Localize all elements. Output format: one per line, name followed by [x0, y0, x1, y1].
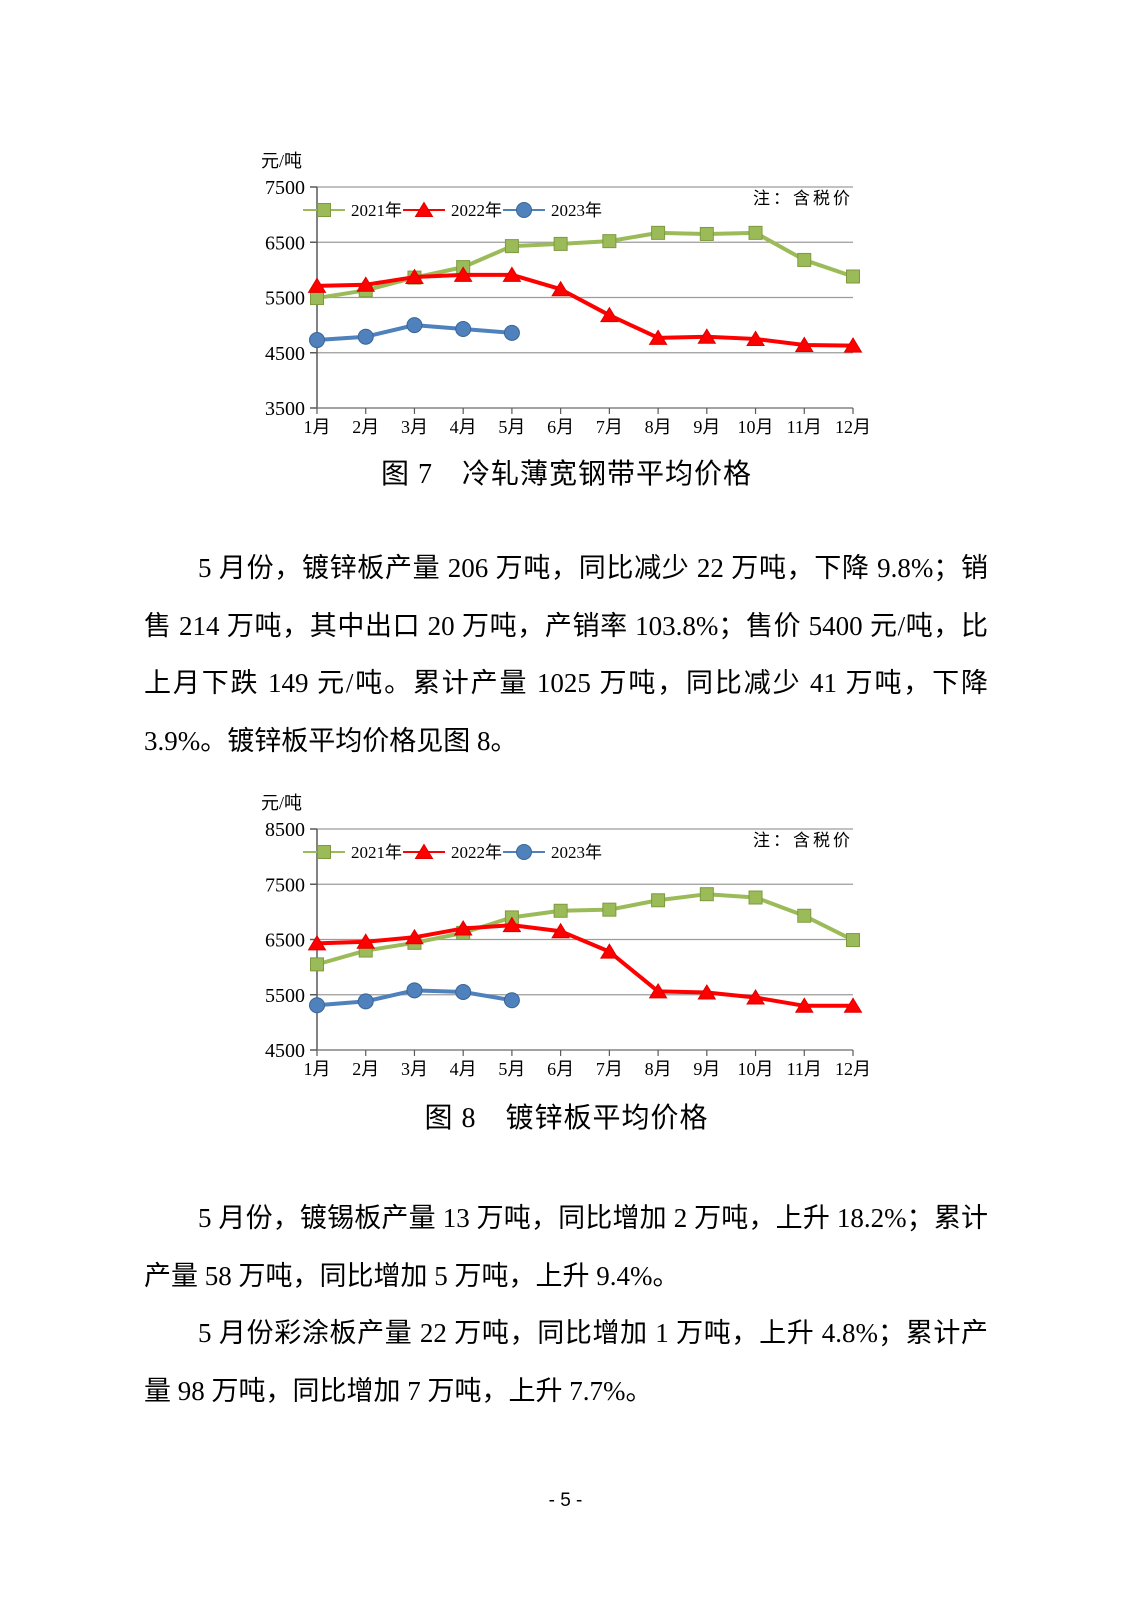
y-tick-label: 6500 [265, 930, 305, 952]
x-tick-label: 4月 [450, 1059, 477, 1079]
legend-entry-2022年: 2022年 [451, 201, 502, 220]
x-tick-label: 9月 [693, 417, 720, 437]
y-tick-label: 5500 [265, 985, 305, 1007]
legend: 2021年 2022年 2023年 [303, 201, 602, 220]
y-tick-label: 6500 [265, 232, 305, 254]
x-tick-label: 6月 [547, 417, 574, 437]
series-2023年 [309, 982, 520, 1014]
x-tick-label: 7月 [596, 417, 623, 437]
legend: 2021年 2022年 2023年 [303, 843, 602, 862]
x-tick-label: 1月 [304, 1059, 331, 1079]
x-tick-label: 8月 [645, 1059, 672, 1079]
gridlines [317, 186, 853, 409]
page-number: - 5 - [548, 1490, 583, 1511]
x-tick-label: 10月 [738, 1059, 774, 1079]
y-axis-tick-labels: 3500 4500 5500 6500 7500 [265, 177, 305, 420]
x-axis-tick-labels: 1月 2月 3月 4月 5月 6月 7月 8月 9月 10月 11月 12月 [304, 417, 872, 437]
tax-included-note: 注：含税价 [753, 189, 853, 208]
y-tick-label: 3500 [265, 398, 305, 420]
paragraph-color-coated-sheet: 5 月份彩涂板产量 22 万吨，同比增加 1 万吨，上升 4.8%；累计产量 9… [144, 1318, 988, 1406]
x-tick-label: 12月 [835, 417, 871, 437]
series-2023年 [309, 317, 520, 349]
y-axis-unit-label: 元/吨 [261, 151, 302, 171]
x-axis-tick-labels: 1月 2月 3月 4月 5月 6月 7月 8月 9月 10月 11月 12月 [304, 1059, 872, 1079]
y-tick-label: 8500 [265, 819, 305, 841]
y-tick-label: 4500 [265, 1040, 305, 1062]
series-2021年 [310, 225, 860, 306]
x-tick-label: 9月 [693, 1059, 720, 1079]
y-tick-label: 7500 [265, 874, 305, 896]
x-tick-label: 11月 [787, 1059, 822, 1079]
y-tick-label: 7500 [265, 177, 305, 199]
legend-entry-2023年: 2023年 [551, 843, 602, 862]
figure7-line-chart: 3500 4500 5500 6500 7500 1月 2月 3月 4月 5月 6月 7月 8月 9月 10… [261, 151, 872, 437]
figure8-line-chart: 4500 5500 6500 7500 8500 1月 2月 3月 4月 5月 6月 7月 8月 9月 10… [261, 793, 872, 1079]
axes [310, 828, 854, 1056]
y-tick-label: 5500 [265, 288, 305, 310]
x-tick-label: 2月 [352, 1059, 379, 1079]
x-tick-label: 4月 [450, 417, 477, 437]
paragraph-tinplate: 5 月份，镀锡板产量 13 万吨，同比增加 2 万吨，上升 18.2%；累计产量… [144, 1203, 988, 1291]
figure7-caption: 图 7 冷轧薄宽钢带平均价格 [380, 459, 752, 490]
legend-entry-2021年: 2021年 [351, 843, 402, 862]
x-tick-label: 5月 [498, 1059, 525, 1079]
series-2022年 [307, 266, 863, 353]
y-axis-tick-labels: 4500 5500 6500 7500 8500 [265, 819, 305, 1062]
x-tick-label: 1月 [304, 417, 331, 437]
y-axis-unit-label: 元/吨 [261, 793, 302, 813]
x-tick-label: 3月 [401, 417, 428, 437]
x-tick-label: 8月 [645, 417, 672, 437]
x-tick-label: 7月 [596, 1059, 623, 1079]
x-tick-label: 5月 [498, 417, 525, 437]
paragraph-galvanized-sheet: 5 月份，镀锌板产量 206 万吨，同比减少 22 万吨，下降 9.8%；销售 … [144, 553, 988, 756]
x-tick-label: 11月 [787, 417, 822, 437]
series-2022年 [307, 916, 863, 1013]
legend-entry-2023年: 2023年 [551, 201, 602, 220]
x-tick-label: 6月 [547, 1059, 574, 1079]
figure8-caption: 图 8 镀锌板平均价格 [424, 1103, 709, 1134]
legend-entry-2022年: 2022年 [451, 843, 502, 862]
tax-included-note: 注：含税价 [753, 831, 853, 850]
legend-entry-2021年: 2021年 [351, 201, 402, 220]
series-2021年 [310, 887, 860, 972]
x-tick-label: 2月 [352, 417, 379, 437]
x-tick-label: 12月 [835, 1059, 871, 1079]
y-tick-label: 4500 [265, 343, 305, 365]
x-tick-label: 3月 [401, 1059, 428, 1079]
x-tick-label: 10月 [738, 417, 774, 437]
